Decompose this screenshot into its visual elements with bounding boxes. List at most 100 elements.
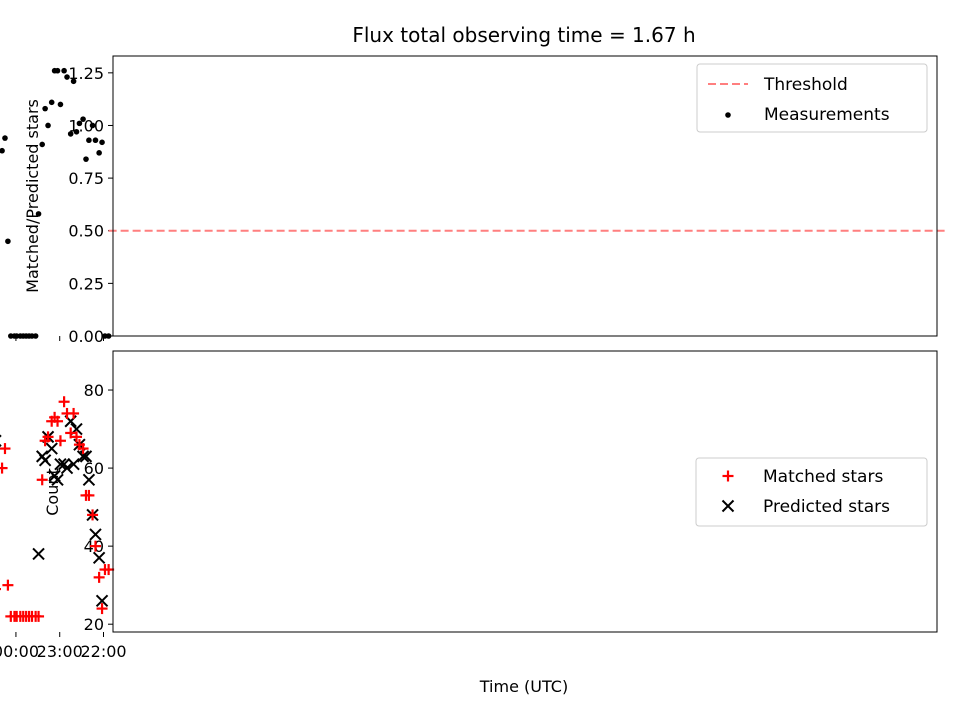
y-tick-label: 80 [84, 381, 104, 400]
x-tick-label: 00:00 [0, 642, 39, 661]
top-legend: Threshold Measurements [696, 63, 928, 133]
legend-x-b [721, 499, 735, 513]
matched-point [61, 407, 73, 419]
top-plot-area: 0.00 0.25 0.50 0.75 1.00 1.25 [0, 55, 947, 346]
bottom-axes-frame [112, 350, 938, 633]
y-tick-label: 20 [84, 615, 104, 634]
y-tick-label: 0.50 [68, 222, 104, 241]
measurement-point [99, 139, 105, 146]
matched-point [0, 462, 8, 474]
matched-point [87, 509, 99, 521]
measurement-point [0, 147, 5, 154]
predicted-point-b [48, 469, 61, 483]
matched-point [89, 540, 101, 552]
predicted-point-b [95, 594, 109, 607]
predicted-point-b [35, 450, 49, 463]
measurement-point [89, 122, 96, 129]
legend-measurements-swatch [725, 112, 731, 118]
matched-point [36, 474, 48, 486]
predicted-point-b [92, 551, 106, 565]
y-tick-label: 1.25 [68, 64, 104, 83]
measurement-point [102, 333, 108, 339]
measurement-point [76, 120, 83, 127]
predicted-point-b [89, 528, 102, 541]
measurement-point [2, 135, 8, 141]
legend-threshold-label: Threshold [763, 75, 848, 95]
predicted-point [82, 473, 96, 486]
predicted-point [48, 469, 61, 483]
top-axes-frame [112, 55, 938, 337]
measurement-point [73, 128, 80, 135]
matched-point [99, 564, 111, 576]
measurement-point [86, 137, 92, 144]
predicted-point [45, 442, 58, 455]
measurement-point [57, 101, 64, 108]
legend-x [721, 499, 735, 513]
predicted-point [32, 547, 45, 561]
predicted-point-b [54, 457, 67, 471]
measurement-point [92, 137, 99, 144]
measurement-point [70, 78, 77, 85]
matched-point [39, 435, 51, 447]
measurement-point [5, 238, 11, 245]
predicted-point-b [57, 457, 71, 471]
matched-point [65, 427, 77, 439]
measurement-point [51, 67, 58, 74]
legend-plus [722, 470, 734, 482]
measurement-point [83, 156, 89, 162]
matched-point [73, 439, 85, 451]
measurement-point [42, 105, 48, 112]
predicted-point [35, 450, 49, 463]
measurement-point [35, 211, 42, 217]
measurement-point [48, 99, 55, 106]
matched-point [0, 443, 11, 455]
predicted-point [89, 528, 102, 541]
x-tick-label: 23:00 [37, 642, 83, 661]
matched-point [71, 431, 83, 443]
measurement-point [80, 116, 86, 122]
y-tick-label: 60 [84, 459, 104, 478]
legend-predicted-label: Predicted stars [763, 497, 890, 517]
predicted-point [54, 457, 67, 471]
y-tick-label: 0.25 [68, 274, 104, 293]
bottom-legend-box [695, 457, 928, 527]
matched-point [93, 571, 105, 583]
predicted-point [57, 457, 71, 471]
top-y-axis-label: Matched/Predicted stars [23, 99, 42, 293]
predicted-point-b [76, 450, 90, 463]
legend-matched-swatch [722, 470, 734, 482]
predicted-point [95, 594, 109, 607]
top-legend-box [696, 63, 928, 133]
x-tick-label: 22:00 [80, 642, 126, 661]
y-tick-label: 1.00 [68, 116, 104, 135]
matched-point [58, 396, 70, 408]
legend-predicted-swatch [721, 499, 735, 513]
measurement-point [67, 131, 74, 137]
matched-point [96, 603, 108, 615]
measurement-point [96, 150, 102, 156]
matched-point [54, 435, 66, 447]
y-tick-label: 0.00 [68, 327, 104, 346]
matched-point [80, 489, 92, 501]
x-axis-label: Time (UTC) [479, 677, 568, 696]
predicted-point-b [67, 457, 80, 471]
measurement-point [39, 141, 46, 148]
chart-title: Flux total observing time = 1.67 h [352, 23, 695, 47]
predicted-point [76, 450, 90, 463]
matched-point [2, 579, 14, 591]
measurement-point [64, 74, 70, 80]
matched-point [46, 415, 58, 427]
predicted-point-b [45, 442, 58, 455]
bottom-y-axis-label: Count [43, 468, 62, 516]
predicted-point-b [79, 450, 93, 463]
matched-point [5, 610, 17, 622]
measurement-point [8, 333, 14, 339]
predicted-point [67, 457, 80, 471]
legend-matched-label: Matched stars [763, 467, 883, 487]
y-tick-label: 0.75 [68, 169, 104, 188]
legend-measurements-label: Measurements [764, 105, 890, 125]
predicted-point [92, 551, 106, 565]
bottom-legend: Matched stars Predicted stars [695, 457, 928, 527]
